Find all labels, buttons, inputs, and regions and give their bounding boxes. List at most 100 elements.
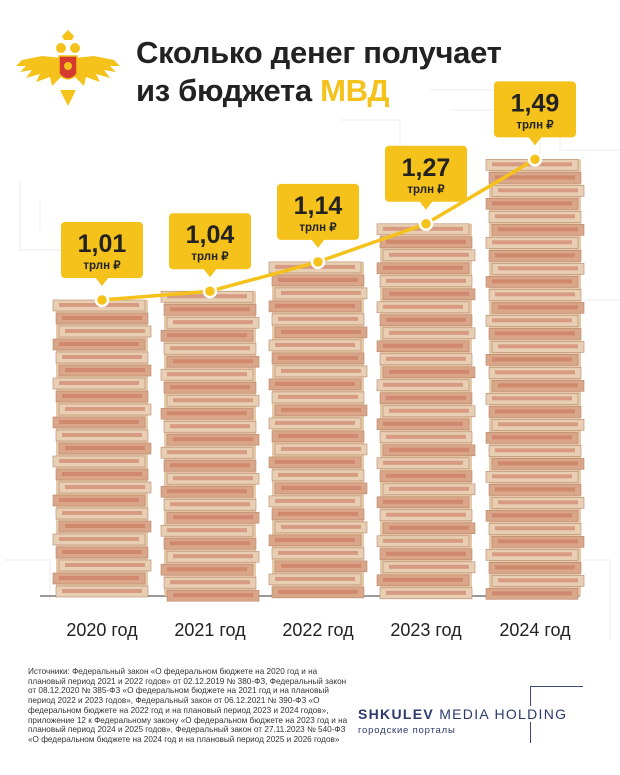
bundle-band (59, 537, 139, 541)
bundle-band (65, 329, 145, 333)
bundle-band (281, 290, 361, 295)
bar-stack (485, 159, 585, 600)
bundle-band (278, 355, 358, 360)
bundle-band (386, 239, 466, 244)
value-label-pointer (203, 268, 217, 278)
bundle-band (495, 253, 575, 258)
bundle-band (495, 370, 575, 375)
bundle-band (173, 398, 253, 403)
data-value-label: 1,04 (186, 221, 235, 249)
title-line-2-prefix: из бюджета (136, 73, 312, 108)
bundle-band (498, 266, 578, 271)
title-highlight: МВД (320, 73, 390, 108)
value-label-pointer (311, 238, 325, 248)
data-unit-label: трлн ₽ (407, 184, 445, 196)
bundle-band (383, 460, 463, 465)
bundle-band (389, 408, 469, 413)
bundle-band (170, 463, 250, 468)
x-tick-label: 2022 год (282, 620, 354, 640)
bundle-band (62, 550, 142, 554)
value-label-pointer (528, 136, 542, 146)
bundle-band (492, 279, 572, 284)
bundle-band (275, 342, 355, 347)
bundle-band (173, 515, 253, 520)
bundle-band (62, 394, 142, 398)
bundle-band (495, 292, 575, 297)
bundle-band (59, 381, 139, 385)
bundle-band (389, 525, 469, 530)
bundle-band (173, 359, 253, 364)
bundle-band (386, 473, 466, 478)
bundle-band (65, 446, 145, 450)
data-point (527, 152, 543, 167)
bundle-band (495, 409, 575, 414)
data-value-label: 1,14 (294, 192, 343, 220)
bundle-band (62, 355, 142, 359)
bundle-band (383, 538, 463, 543)
bundle-band (383, 499, 463, 504)
data-unit-label: трлн ₽ (83, 260, 121, 272)
bundle-band (498, 227, 578, 232)
bundle-band (281, 329, 361, 334)
data-value-label: 1,27 (402, 154, 451, 182)
bundle-band (275, 381, 355, 386)
budget-chart: 1,01 трлн ₽ 2020 год 1,04 трлн ₽ 2021 год 1,14… (40, 81, 585, 640)
bundle-band (389, 564, 469, 569)
bundle-band (62, 511, 142, 515)
bundle-band (173, 320, 253, 325)
bundle-band (275, 576, 355, 581)
bundle-band (278, 277, 358, 282)
bundle-band (281, 368, 361, 373)
bundle-band (389, 447, 469, 452)
bundle-band (495, 214, 575, 219)
bundle-band (383, 382, 463, 387)
bundle-band (59, 420, 139, 424)
x-tick-label: 2024 год (499, 620, 571, 640)
bundle-band (386, 278, 466, 283)
bundle-band (167, 528, 247, 533)
bar-stack (52, 299, 152, 598)
page-title: Сколько денег получает из бюджета МВД (136, 34, 502, 110)
bundle-band (275, 420, 355, 425)
bundle-band (62, 472, 142, 476)
bundle-band (173, 437, 253, 442)
value-label-box (494, 81, 576, 138)
data-point (418, 216, 434, 232)
bundle-band (62, 316, 142, 320)
bundle-band (278, 589, 358, 594)
bundle-band (278, 511, 358, 516)
bundle-band (275, 303, 355, 308)
bundle-band (65, 563, 145, 567)
bundle-band (495, 526, 575, 531)
bundle-band (167, 567, 247, 572)
bundle-band (498, 500, 578, 505)
brand-name: SHKULEV MEDIA HOLDING (358, 706, 572, 722)
bundle-band (275, 537, 355, 542)
bundle-band (389, 252, 469, 257)
bundle-band (170, 541, 250, 546)
bundle-band (386, 434, 466, 439)
bundle-band (278, 433, 358, 438)
value-label-box (61, 222, 143, 278)
bundle-band (59, 498, 139, 502)
value-label-pointer (419, 200, 433, 210)
bundle-band (386, 512, 466, 517)
value-label-box (385, 145, 467, 202)
bundle-band (389, 291, 469, 296)
bundle-band (278, 550, 358, 555)
value-label-box (169, 213, 251, 270)
bundle-band (492, 435, 572, 440)
bundle-band (492, 201, 572, 206)
data-unit-label: трлн ₽ (191, 251, 229, 263)
bundle-band (386, 317, 466, 322)
x-tick-label: 2020 год (66, 620, 138, 640)
bundle-band (498, 461, 578, 466)
value-label-box (277, 183, 359, 240)
bundle-band (498, 188, 578, 193)
bundle-band (495, 565, 575, 570)
data-unit-label: трлн ₽ (299, 222, 337, 234)
bundle-band (389, 486, 469, 491)
bundle-band (281, 485, 361, 490)
bundle-band (383, 343, 463, 348)
bundle-band (170, 580, 250, 585)
